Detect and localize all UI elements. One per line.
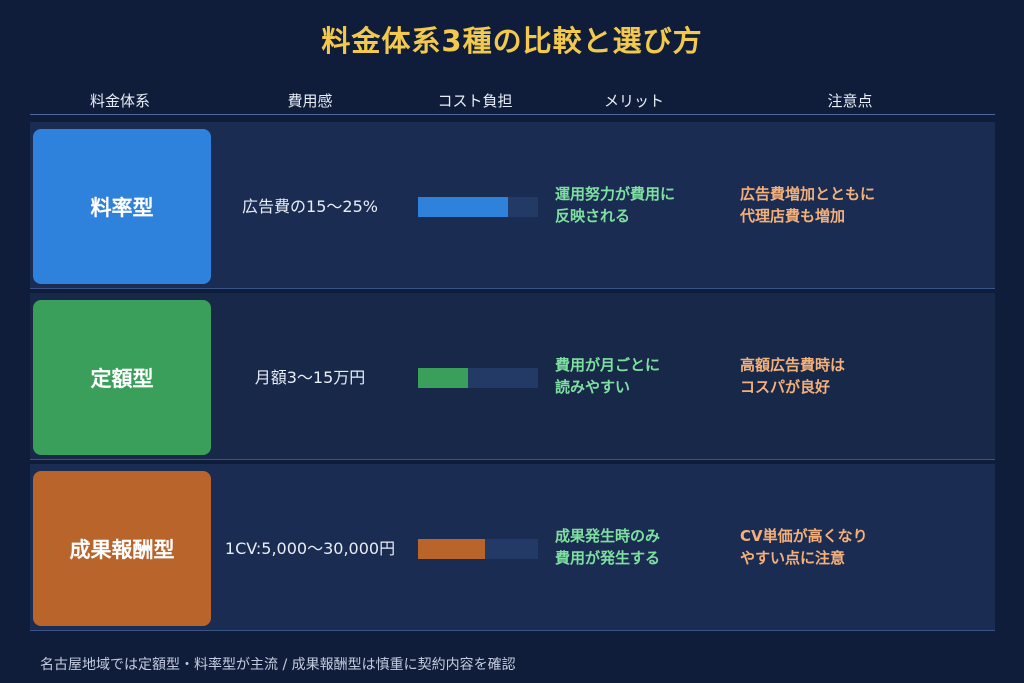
caution-line: やすい点に注意 xyxy=(740,549,846,567)
caution-text: 高額広告費時は コスパが良好 xyxy=(740,293,845,459)
cost-bar-fill xyxy=(418,368,469,388)
cost-bar-fill xyxy=(418,197,508,217)
merit-line: 反映される xyxy=(555,207,631,225)
caution-text: 広告費増加とともに 代理店費も増加 xyxy=(740,122,875,288)
type-box: 料率型 xyxy=(33,129,211,284)
cost-bar-track xyxy=(418,197,538,217)
merit-line: 読みやすい xyxy=(555,378,631,396)
caution-text: CV単価が高くなり やすい点に注意 xyxy=(740,464,868,630)
cost-bar-fill xyxy=(418,539,486,559)
page-title: 料金体系3種の比較と選び方 xyxy=(321,24,703,58)
caution-line: 高額広告費時は xyxy=(740,356,846,374)
table-row: 定額型 月額3〜15万円 費用が月ごとに 読みやすい 高額広告費時は コスパが良… xyxy=(30,293,995,460)
type-box: 定額型 xyxy=(33,300,211,455)
cost-bar-track xyxy=(418,539,538,559)
merit-text: 費用が月ごとに 読みやすい xyxy=(555,293,660,459)
merit-text: 運用努力が費用に 反映される xyxy=(555,122,675,288)
table-header: 料金体系 費用感 コスト負担 メリット 注意点 xyxy=(30,84,995,115)
caution-line: コスパが良好 xyxy=(740,378,831,396)
cost-text: 広告費の15〜25% xyxy=(242,197,378,216)
merit-line: 成果発生時のみ xyxy=(555,527,661,545)
header-cost-feel: 費用感 xyxy=(287,92,333,110)
header-merit: メリット xyxy=(603,92,665,110)
caution-line: 代理店費も増加 xyxy=(740,207,846,225)
merit-text: 成果発生時のみ 費用が発生する xyxy=(555,464,660,630)
merit-line: 費用が発生する xyxy=(555,549,661,567)
caution-line: CV単価が高くなり xyxy=(740,527,868,545)
type-box: 成果報酬型 xyxy=(33,471,211,626)
header-cost-burden: コスト負担 xyxy=(437,92,513,110)
caution-line: 広告費増加とともに xyxy=(740,185,876,203)
header-pricing-type: 料金体系 xyxy=(89,92,151,110)
merit-line: 費用が月ごとに xyxy=(555,356,661,374)
header-caution: 注意点 xyxy=(827,92,873,110)
table-row: 料率型 広告費の15〜25% 運用努力が費用に 反映される 広告費増加とともに … xyxy=(30,122,995,289)
merit-line: 運用努力が費用に xyxy=(555,185,676,203)
table-row: 成果報酬型 1CV:5,000〜30,000円 成果発生時のみ 費用が発生する … xyxy=(30,464,995,631)
cost-text: 月額3〜15万円 xyxy=(254,368,366,387)
cost-text: 1CV:5,000〜30,000円 xyxy=(224,539,396,558)
cost-bar-track xyxy=(418,368,538,388)
footer-note: 名古屋地域では定額型・料率型が主流 / 成果報酬型は慎重に契約内容を確認 xyxy=(40,657,516,673)
